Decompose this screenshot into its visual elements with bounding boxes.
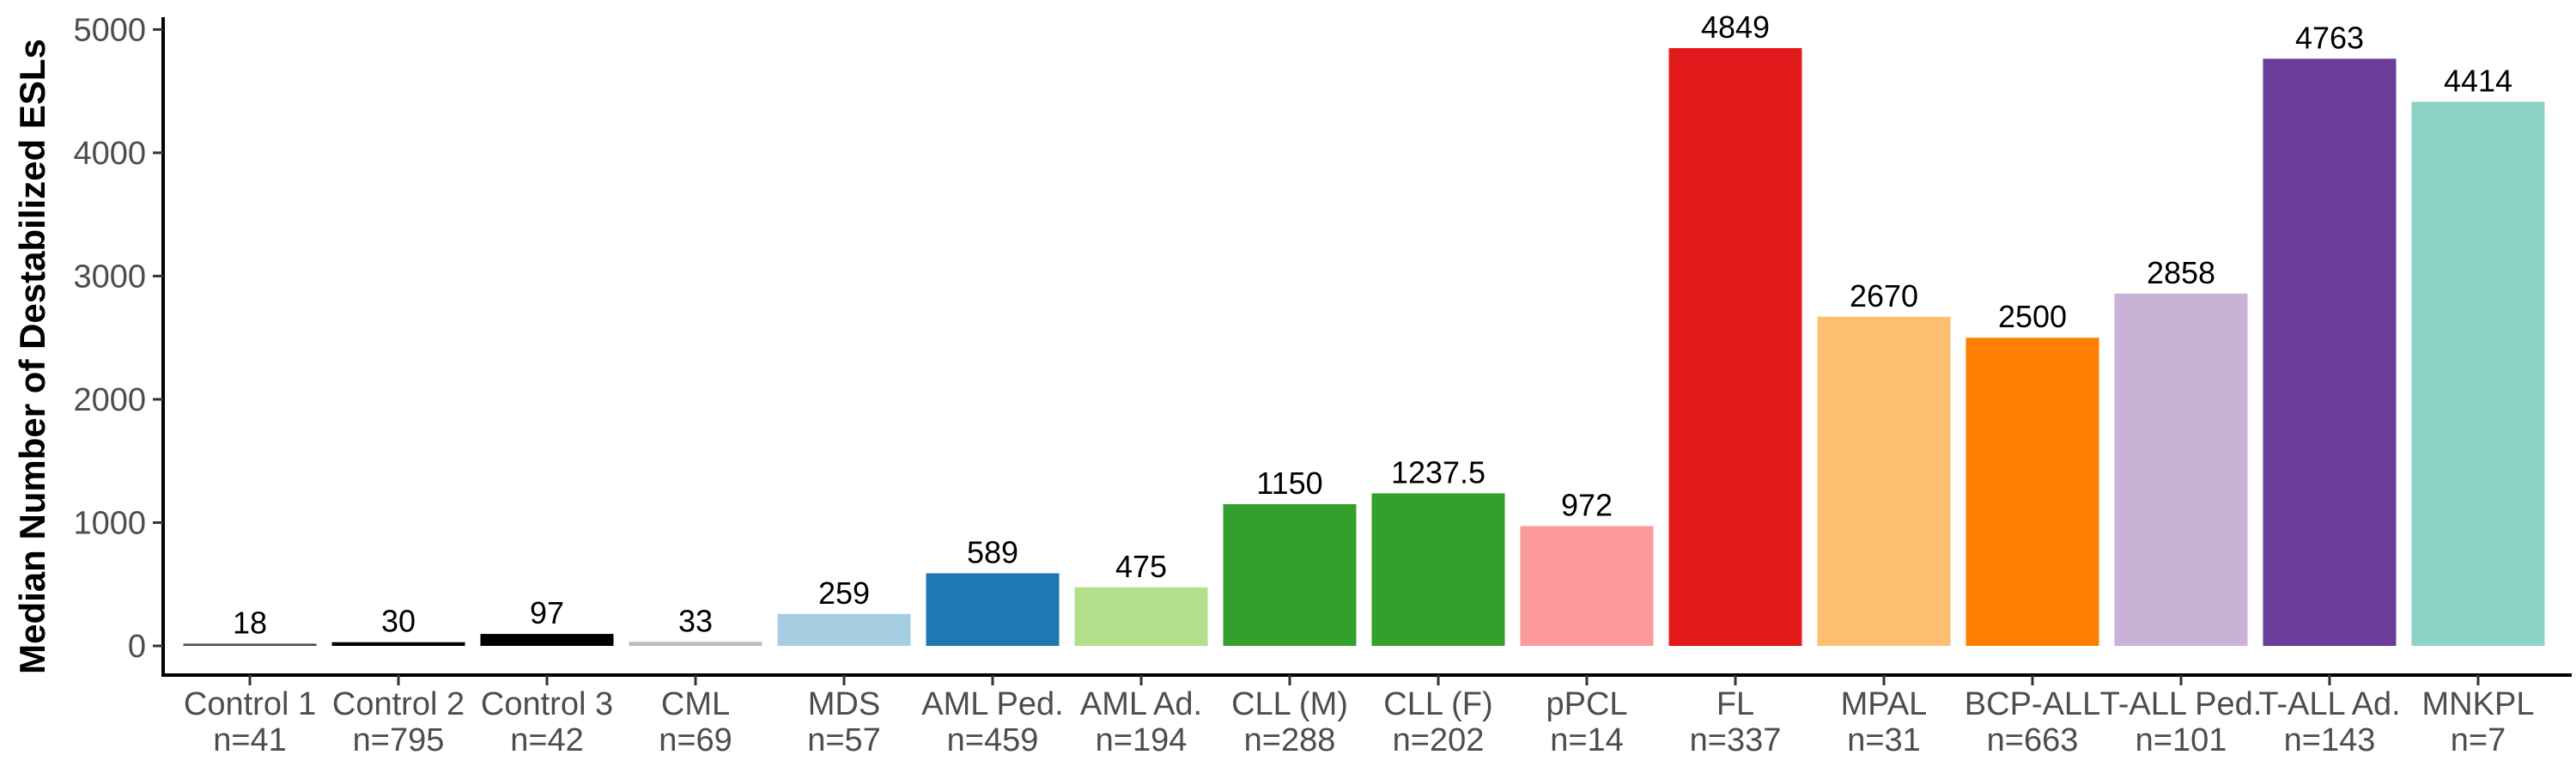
bar-value-label: 259 [818,575,870,611]
x-tick-label: Control 3 [481,686,613,722]
x-tick-label: T-ALL Ad. [2258,686,2400,722]
bar-value-label: 30 [381,604,416,639]
bar [1520,526,1654,646]
x-tick-n-label: n=194 [1096,722,1188,758]
bar-value-label: 97 [530,595,564,630]
x-tick-n-label: n=795 [353,722,445,758]
bar-value-label: 2500 [1998,299,2067,334]
y-axis-title: Median Number of Destabilized ESLs [12,39,52,674]
x-tick-label: MPAL [1841,686,1928,722]
x-tick-label: CLL (M) [1231,686,1348,722]
bar-value-label: 1150 [1256,466,1322,501]
bar [2263,58,2397,647]
bar [1223,503,1357,646]
x-tick-label: MNKPL [2422,686,2535,722]
bar [480,634,614,646]
bar [331,642,465,646]
bar-value-label: 2670 [1850,278,1918,313]
x-tick-label: AML Ped. [921,686,1063,722]
bar [2411,101,2545,646]
x-tick-n-label: n=202 [1393,722,1485,758]
x-tick-n-label: n=42 [510,722,584,758]
x-tick-label: AML Ad. [1080,686,1202,722]
bar-value-label: 972 [1561,487,1613,522]
bar [777,613,911,646]
y-tick-label: 0 [128,629,146,665]
bar-value-label: 4414 [2444,63,2512,98]
x-tick-label: FL [1716,686,1754,722]
x-tick-n-label: n=143 [2284,722,2376,758]
x-tick-n-label: n=14 [1550,722,1624,758]
bar-value-label: 4763 [2295,20,2364,55]
x-tick-n-label: n=337 [1690,722,1782,758]
x-tick-label: Control 2 [332,686,465,722]
x-tick-label: MDS [808,686,880,722]
bar [2114,293,2248,646]
bar [1965,338,2099,646]
y-tick-label: 2000 [73,382,146,418]
plot-area: 0 1000 2000 3000 4000 5000 18 Control 1n=41 30 Co… [73,9,2572,758]
bar [1371,493,1505,646]
bar-value-label: 33 [678,603,713,638]
x-tick-label: CLL (F) [1383,686,1492,722]
bar-value-label: 475 [1115,549,1167,584]
x-tick-label: Control 1 [184,686,316,722]
y-tick-label: 4000 [73,136,146,172]
bar-value-label: 589 [967,534,1018,569]
bar [1817,316,1951,646]
bar-value-label: 1237.5 [1391,454,1485,490]
x-tick-n-label: n=101 [2136,722,2227,758]
bar [629,642,762,646]
bar [1668,48,1802,647]
x-tick-label: CML [661,686,730,722]
x-tick-n-label: n=288 [1244,722,1336,758]
bar-value-label: 4849 [1701,9,1770,45]
y-tick-label: 3000 [73,259,146,295]
x-tick-n-label: n=7 [2451,722,2506,758]
bar-value-label: 2858 [2147,255,2215,290]
bar [1074,587,1208,646]
bar-value-label: 18 [233,605,267,640]
x-tick-n-label: n=57 [807,722,881,758]
x-tick-n-label: n=41 [213,722,287,758]
x-tick-label: pPCL [1546,686,1627,722]
x-tick-n-label: n=31 [1847,722,1921,758]
y-tick-label: 5000 [73,12,146,48]
y-tick-label: 1000 [73,505,146,541]
bar [926,573,1060,646]
x-tick-label: BCP-ALL [1965,686,2100,722]
x-tick-n-label: n=663 [1987,722,2079,758]
x-tick-n-label: n=459 [947,722,1039,758]
x-tick-label: T-ALL Ped. [2100,686,2263,722]
x-tick-n-label: n=69 [659,722,732,758]
bar [183,643,317,646]
